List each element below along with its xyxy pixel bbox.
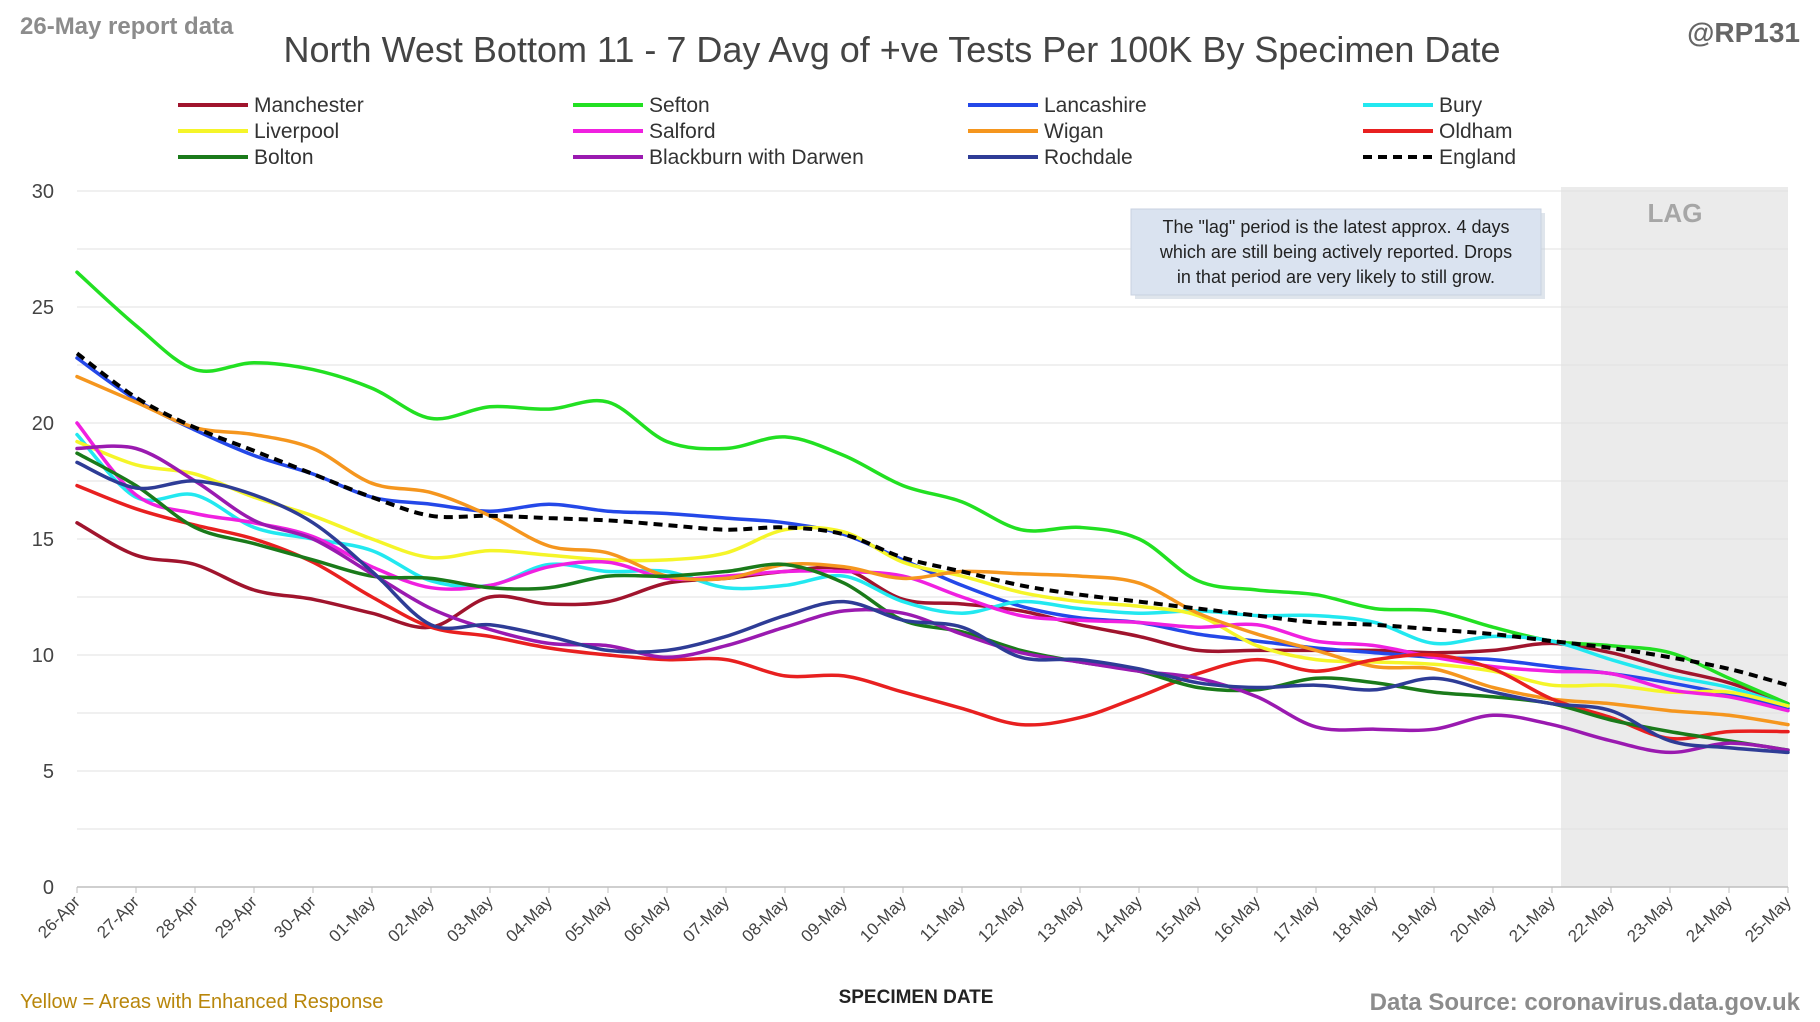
series-line-england bbox=[75, 351, 1789, 688]
series-line-rochdale bbox=[75, 460, 1790, 755]
legend-label-liverpool: Liverpool bbox=[254, 120, 339, 143]
legend-label-bolton: Bolton bbox=[254, 146, 314, 169]
data-source: Data Source: coronavirus.data.gov.uk bbox=[1370, 989, 1801, 1016]
legend: Manchester Sefton Lancashire Bury Liverpool S… bbox=[178, 94, 1516, 169]
y-tick-label: 20 bbox=[32, 413, 54, 435]
legend-label-lancashire: Lancashire bbox=[1044, 94, 1147, 117]
y-tick-label: 25 bbox=[32, 297, 54, 319]
series-line-oldham bbox=[75, 483, 1790, 741]
y-axis-ticks: 0 5 10 15 20 25 30 bbox=[32, 181, 54, 899]
lag-label: LAG bbox=[1648, 198, 1703, 228]
report-date-label: 26-May report data bbox=[20, 13, 234, 40]
series-line-bolton bbox=[75, 451, 1790, 752]
footer-note: Yellow = Areas with Enhanced Response bbox=[20, 991, 383, 1013]
lag-note-line-3: in that period are very likely to still … bbox=[1177, 267, 1495, 287]
series-line-blackburn-with-darwen bbox=[75, 444, 1790, 755]
lag-region bbox=[1561, 187, 1788, 887]
y-tick-label: 10 bbox=[32, 645, 54, 667]
legend-label-sefton: Sefton bbox=[649, 94, 710, 117]
series-line-bury bbox=[75, 432, 1790, 708]
y-tick-label: 5 bbox=[43, 761, 54, 783]
legend-label-bury: Bury bbox=[1439, 94, 1483, 117]
legend-label-rochdale: Rochdale bbox=[1044, 146, 1133, 169]
y-tick-label: 30 bbox=[32, 181, 54, 203]
series-line-wigan bbox=[75, 374, 1790, 727]
y-tick-label: 0 bbox=[43, 877, 54, 899]
lag-note-line-1: The "lag" period is the latest approx. 4… bbox=[1163, 217, 1510, 237]
legend-label-oldham: Oldham bbox=[1439, 120, 1513, 143]
legend-label-blackburn-with-darwen: Blackburn with Darwen bbox=[649, 146, 864, 169]
y-tick-label: 15 bbox=[32, 529, 54, 551]
lag-note-background bbox=[1130, 208, 1542, 296]
gridlines bbox=[77, 190, 1788, 888]
chart-title: North West Bottom 11 - 7 Day Avg of +ve … bbox=[284, 29, 1501, 70]
series-line-salford bbox=[75, 421, 1790, 713]
legend-label-wigan: Wigan bbox=[1044, 120, 1104, 143]
lag-note-line-2: which are still being actively reported.… bbox=[1159, 242, 1512, 262]
x-axis-label: SPECIMEN DATE bbox=[839, 987, 994, 1008]
legend-label-manchester: Manchester bbox=[254, 94, 364, 117]
series-line-sefton bbox=[75, 270, 1790, 706]
lag-note-box: The "lag" period is the latest approx. 4… bbox=[1130, 208, 1545, 299]
legend-label-salford: Salford bbox=[649, 120, 716, 143]
series-line-liverpool bbox=[75, 439, 1790, 708]
author-handle: @RP131 bbox=[1687, 17, 1800, 48]
series-line-manchester bbox=[75, 521, 1790, 706]
series-lines bbox=[75, 270, 1790, 755]
legend-label-england: England bbox=[1439, 146, 1516, 169]
